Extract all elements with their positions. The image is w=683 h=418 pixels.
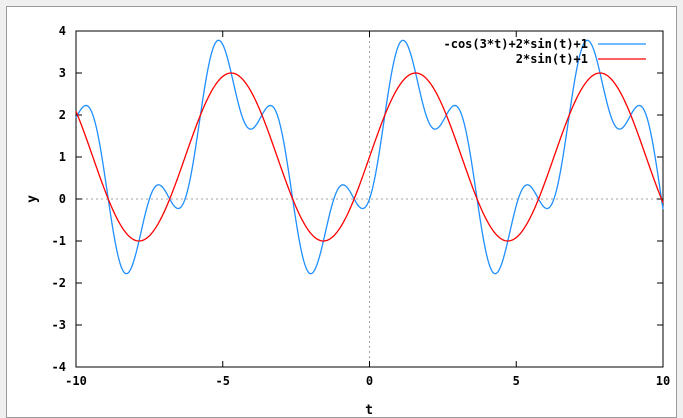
y-tick-label: -1 xyxy=(52,234,66,248)
legend-label-1: -cos(3*t)+2*sin(t)+1 xyxy=(444,37,589,51)
y-tick-label: -4 xyxy=(52,360,66,374)
x-tick-labels: -10 -5 0 5 10 xyxy=(65,374,670,388)
series-line-1 xyxy=(75,39,664,275)
legend: -cos(3*t)+2*sin(t)+12*sin(t)+1 xyxy=(444,37,646,66)
y-tick-label: 2 xyxy=(59,108,66,122)
tick-marks xyxy=(75,30,664,368)
y-tick-labels: -4 -3 -2 -1 0 1 2 3 4 xyxy=(52,24,66,374)
x-tick-label: 5 xyxy=(513,374,520,388)
x-tick-label: -10 xyxy=(65,374,87,388)
y-tick-label: 1 xyxy=(59,150,66,164)
y-axis-label: y xyxy=(25,195,40,203)
x-tick-label: -5 xyxy=(216,374,230,388)
series-layer xyxy=(75,39,664,275)
x-tick-label: 0 xyxy=(366,374,373,388)
y-tick-label: -2 xyxy=(52,276,66,290)
legend-label-2: 2*sin(t)+1 xyxy=(516,52,588,66)
series-line-2 xyxy=(75,72,664,242)
y-tick-label: 4 xyxy=(59,24,66,38)
x-axis-label: t xyxy=(365,403,373,418)
x-tick-label: 10 xyxy=(656,374,670,388)
y-tick-label: 0 xyxy=(59,192,66,206)
y-tick-label: 3 xyxy=(59,66,66,80)
y-tick-label: -3 xyxy=(52,318,66,332)
zero-axes xyxy=(76,31,663,367)
